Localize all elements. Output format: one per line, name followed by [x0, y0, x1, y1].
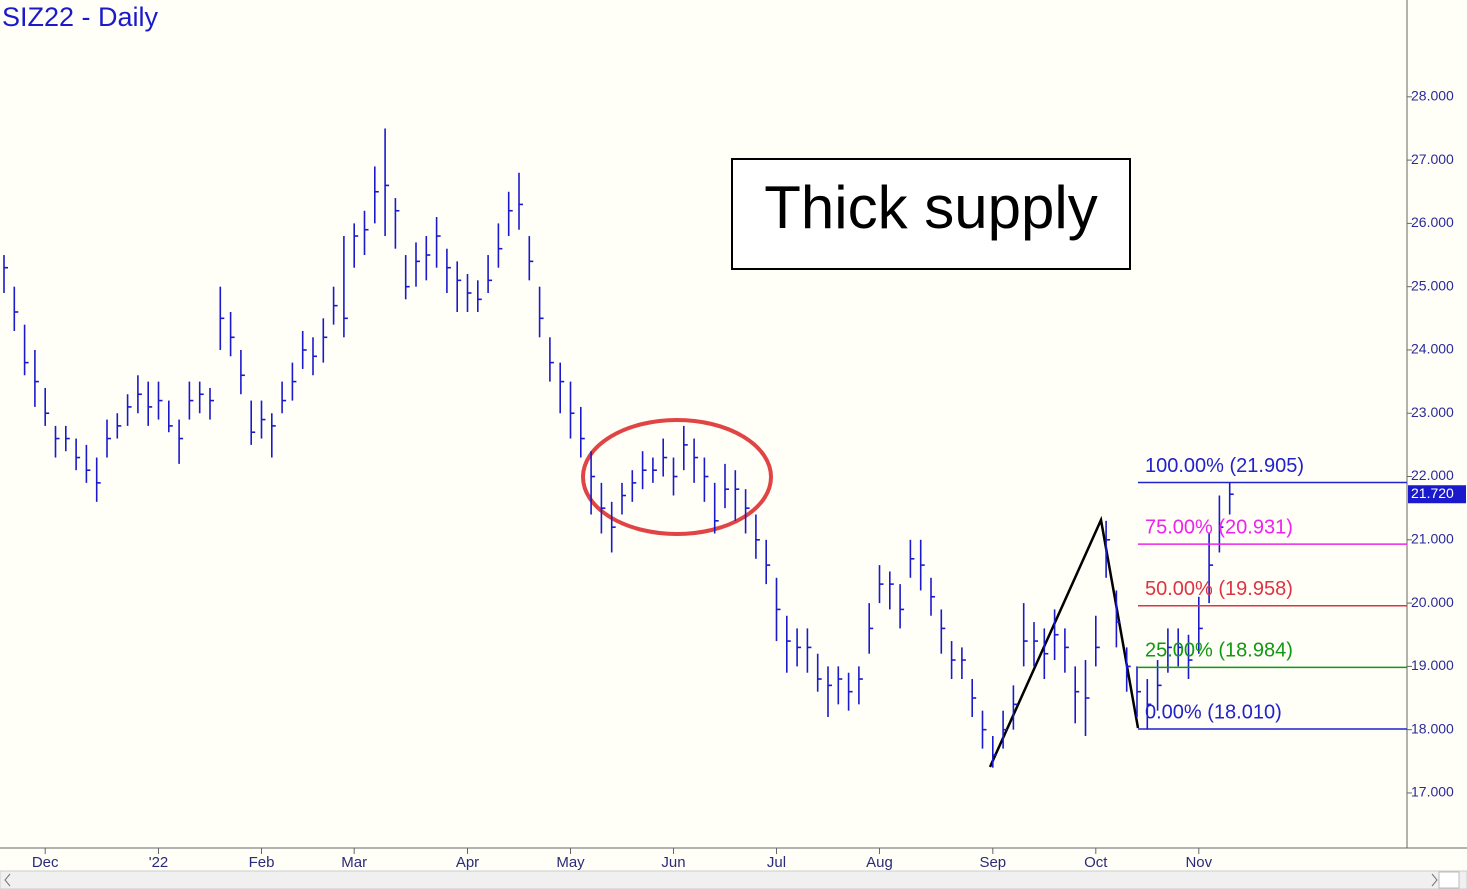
x-tick-label: Sep [979, 854, 1006, 871]
y-tick-label: 21.000 [1411, 531, 1454, 547]
fib-label: 100.00% (21.905) [1145, 455, 1304, 477]
x-tick-label: Jun [661, 854, 685, 871]
fib-label: 50.00% (19.958) [1145, 578, 1293, 600]
y-tick-label: 18.000 [1411, 720, 1454, 736]
scroll-thumb[interactable] [1438, 871, 1460, 889]
y-tick-label: 17.000 [1411, 784, 1454, 800]
scroll-right[interactable] [1431, 873, 1438, 887]
y-tick-label: 24.000 [1411, 341, 1454, 357]
x-tick-label: Nov [1185, 854, 1212, 871]
last-price-box [1408, 485, 1466, 504]
y-tick-label: 27.000 [1411, 151, 1454, 167]
x-tick-label: Jul [767, 854, 786, 871]
fib-label: 0.00% (18.010) [1145, 701, 1282, 723]
scroll-left[interactable] [4, 873, 11, 887]
fib-label: 75.00% (20.931) [1145, 516, 1293, 538]
pattern-line [988, 515, 1140, 768]
scrollbar[interactable] [0, 870, 1467, 889]
chart-title: SIZ22 - Daily [2, 2, 159, 32]
x-tick-label: '22 [149, 854, 169, 871]
y-tick-label: 26.000 [1411, 214, 1454, 230]
fib-label: 25.00% (18.984) [1145, 640, 1293, 662]
x-tick-label: Apr [456, 854, 479, 871]
x-tick-label: Dec [32, 854, 59, 871]
x-tick-label: May [556, 854, 585, 871]
annotation-box [731, 158, 1131, 270]
y-tick-label: 23.000 [1411, 404, 1454, 420]
y-tick-label: 22.000 [1411, 467, 1454, 483]
last-price-label: 21.720 [1411, 485, 1454, 501]
y-tick-label: 20.000 [1411, 594, 1454, 610]
y-tick-label: 19.000 [1411, 657, 1454, 673]
y-tick-label: 25.000 [1411, 277, 1454, 293]
x-tick-label: Oct [1084, 854, 1108, 871]
x-tick-label: Aug [866, 854, 893, 871]
highlight-ellipse [581, 418, 773, 536]
x-tick-label: Feb [249, 854, 275, 871]
y-tick-label: 28.000 [1411, 88, 1454, 104]
annotation: Thick supply [764, 174, 1097, 241]
x-tick-label: Mar [341, 854, 367, 871]
